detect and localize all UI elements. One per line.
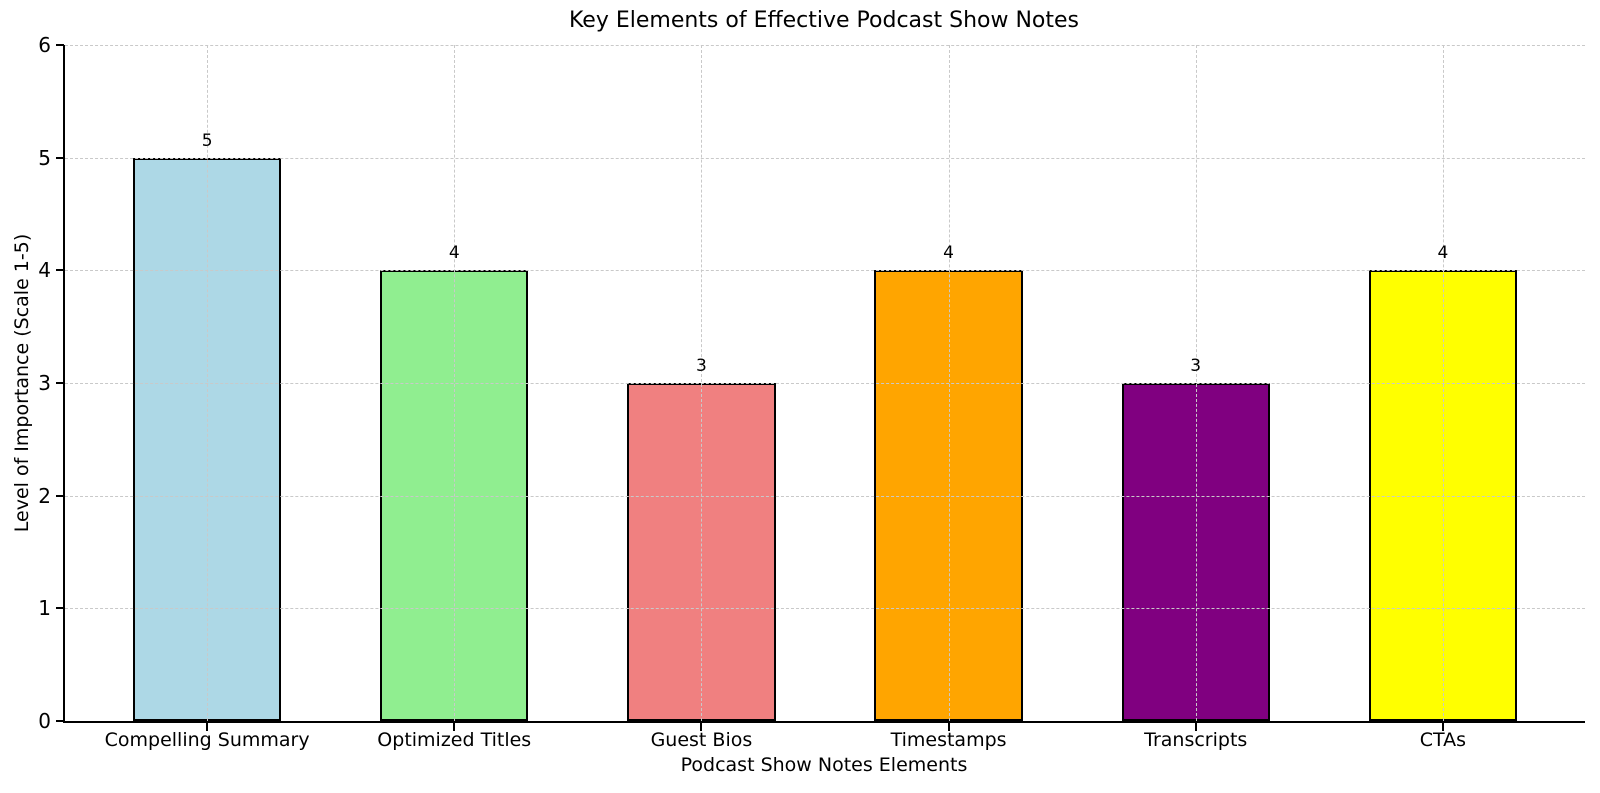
x-tick-label-ctas: CTAs (1419, 729, 1467, 751)
x-tick-label-timestamps: Timestamps (890, 729, 1007, 751)
y-tick-2 (56, 494, 64, 497)
x-tick-guest-bios (700, 723, 703, 731)
gridline-y-4 (65, 270, 1585, 272)
x-tick-label-compelling-summary: Compelling Summary (104, 729, 310, 751)
y-tick-label-3: 3 (38, 371, 51, 395)
chart-title: Key Elements of Effective Podcast Show N… (568, 8, 1080, 33)
x-tick-optimized-titles (453, 723, 456, 731)
gridline-y-5 (65, 157, 1585, 159)
y-tick-label-0: 0 (38, 709, 51, 733)
gridline-x-compelling-summary (207, 45, 209, 721)
y-tick-label-6: 6 (38, 33, 51, 57)
gridline-y-2 (65, 495, 1585, 497)
gridline-x-ctas (1442, 45, 1444, 721)
y-tick-1 (56, 607, 64, 610)
y-tick-6 (56, 44, 64, 46)
y-tick-4 (56, 269, 64, 272)
y-tick-3 (56, 382, 64, 384)
bar-value-label-transcripts: 3 (1190, 356, 1202, 376)
x-tick-timestamps (947, 723, 950, 731)
gridline-y-3 (65, 383, 1585, 384)
bar-value-label-compelling-summary: 5 (201, 130, 213, 151)
bar-value-label-optimized-titles: 4 (448, 243, 460, 264)
bar-value-label-ctas: 4 (1437, 243, 1449, 264)
x-tick-label-guest-bios: Guest Bios (650, 729, 753, 751)
x-axis-label: Podcast Show Notes Elements (680, 754, 968, 776)
y-tick-label-1: 1 (38, 596, 51, 621)
y-tick-5 (56, 156, 64, 159)
gridline-x-timestamps (948, 45, 950, 721)
gridline-x-transcripts (1195, 45, 1197, 721)
bar-value-label-timestamps: 4 (943, 243, 954, 264)
y-tick-label-4: 4 (38, 258, 51, 283)
y-tick-0 (56, 720, 64, 722)
gridline-x-guest-bios (701, 45, 703, 721)
bar-value-label-guest-bios: 3 (696, 356, 707, 376)
gridline-y-1 (65, 608, 1585, 610)
y-tick-label-5: 5 (38, 145, 51, 170)
x-tick-ctas (1441, 723, 1444, 731)
bar-compelling-summary (132, 157, 282, 721)
x-tick-compelling-summary (206, 723, 209, 731)
y-tick-label-2: 2 (38, 483, 51, 508)
gridline-x-optimized-titles (454, 45, 456, 721)
gridline-y-6 (65, 45, 1585, 46)
x-tick-label-transcripts: Transcripts (1144, 729, 1248, 751)
x-tick-label-optimized-titles: Optimized Titles (377, 729, 532, 751)
bar-guest-bios (627, 383, 776, 721)
x-tick-transcripts (1194, 723, 1197, 731)
plot-area: 5 4 3 4 3 4 (63, 45, 1585, 723)
